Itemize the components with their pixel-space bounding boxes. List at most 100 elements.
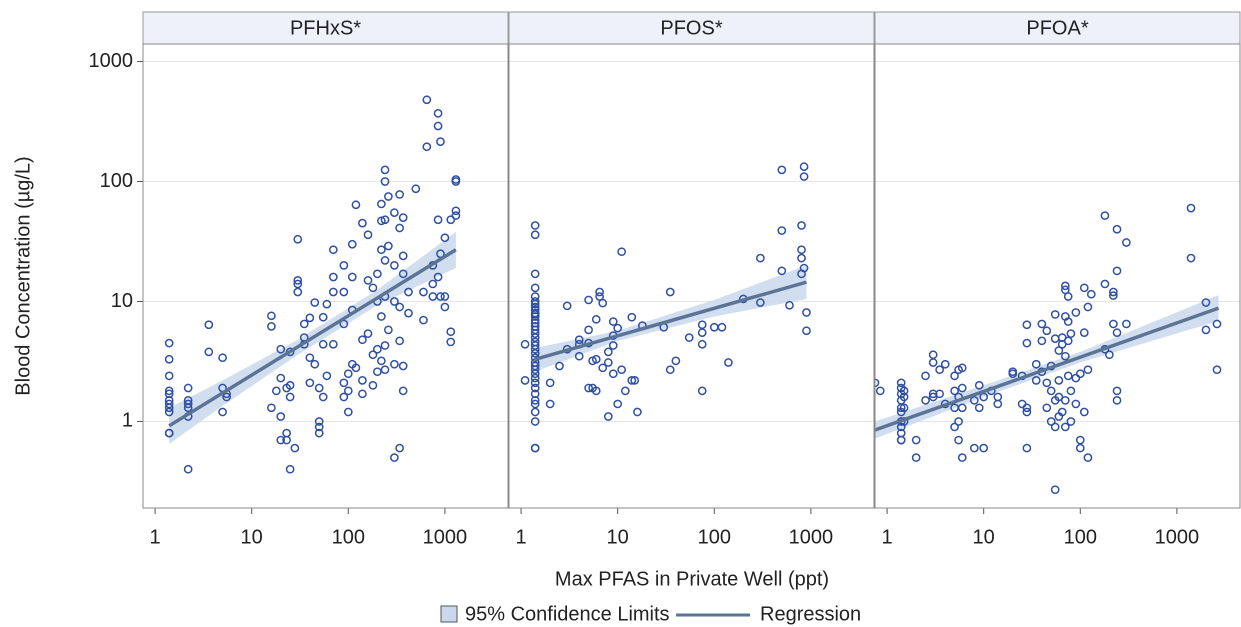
data-point bbox=[1057, 407, 1067, 417]
data-point bbox=[671, 356, 681, 366]
data-point bbox=[446, 327, 456, 337]
data-point bbox=[318, 312, 328, 322]
data-point bbox=[896, 435, 906, 445]
data-point bbox=[935, 389, 944, 399]
data-point bbox=[1186, 253, 1196, 263]
data-point bbox=[282, 435, 291, 445]
data-point bbox=[276, 412, 286, 421]
regression-line bbox=[875, 306, 1220, 432]
data-point bbox=[440, 292, 450, 301]
data-point bbox=[411, 184, 421, 194]
data-point bbox=[613, 323, 623, 333]
data-point bbox=[684, 333, 694, 342]
data-point bbox=[633, 407, 642, 417]
data-point bbox=[530, 395, 540, 405]
data-point bbox=[530, 348, 540, 358]
data-point bbox=[797, 253, 806, 263]
data-point bbox=[351, 200, 361, 210]
data-point bbox=[530, 417, 540, 426]
data-point bbox=[799, 263, 809, 273]
data-point bbox=[756, 253, 765, 263]
x-tick-label: 10 bbox=[607, 526, 629, 548]
data-point bbox=[1063, 292, 1073, 301]
data-point bbox=[339, 378, 349, 388]
y-axis-label: Blood Concentration (µg/L) bbox=[12, 156, 34, 395]
data-point bbox=[1201, 325, 1211, 335]
data-point bbox=[368, 380, 378, 390]
confidence-band bbox=[875, 295, 1219, 439]
data-point bbox=[545, 399, 555, 409]
data-point bbox=[204, 320, 214, 330]
data-point bbox=[921, 395, 930, 405]
data-point bbox=[363, 329, 373, 338]
data-point bbox=[293, 276, 303, 285]
plot-frame bbox=[142, 43, 509, 509]
data-point bbox=[1071, 308, 1081, 317]
data-point bbox=[1060, 395, 1070, 405]
data-point bbox=[574, 351, 584, 361]
data-point bbox=[267, 311, 276, 321]
regression-line bbox=[534, 280, 807, 361]
data-point bbox=[164, 354, 174, 364]
data-point bbox=[358, 218, 367, 228]
data-point bbox=[1083, 453, 1093, 462]
data-point bbox=[433, 272, 443, 282]
data-point bbox=[1075, 443, 1085, 453]
data-point bbox=[384, 241, 393, 251]
data-point bbox=[390, 297, 399, 306]
data-point bbox=[390, 208, 399, 218]
data-point bbox=[390, 359, 399, 369]
panel-title: PFHxS* bbox=[290, 17, 361, 39]
data-point bbox=[271, 386, 281, 396]
data-point bbox=[339, 261, 349, 270]
data-point bbox=[530, 443, 540, 453]
data-point bbox=[562, 301, 572, 311]
data-point bbox=[1075, 369, 1085, 379]
data-point bbox=[777, 165, 787, 175]
data-point bbox=[267, 322, 276, 331]
data-point bbox=[530, 383, 540, 393]
data-point bbox=[911, 435, 921, 445]
data-point bbox=[608, 341, 618, 350]
data-point bbox=[1122, 319, 1131, 329]
data-point bbox=[1112, 395, 1122, 405]
data-point bbox=[530, 221, 540, 230]
data-point bbox=[1075, 435, 1085, 445]
data-point bbox=[1100, 211, 1110, 220]
data-point bbox=[530, 230, 540, 240]
data-point bbox=[520, 376, 530, 385]
data-point bbox=[979, 392, 989, 402]
plot-frame bbox=[508, 43, 875, 509]
data-point bbox=[1063, 336, 1073, 346]
y-tick-label: 1 bbox=[122, 410, 133, 432]
data-point bbox=[1063, 317, 1073, 326]
data-point bbox=[419, 287, 428, 297]
data-point bbox=[584, 325, 593, 335]
plot-frame bbox=[874, 43, 1241, 509]
data-point bbox=[993, 399, 1003, 409]
plot-content bbox=[875, 203, 1222, 495]
data-point bbox=[328, 339, 338, 349]
data-point bbox=[921, 371, 930, 381]
data-point bbox=[785, 300, 794, 310]
data-point bbox=[164, 403, 174, 413]
data-point bbox=[595, 287, 604, 297]
data-point bbox=[377, 216, 386, 226]
data-point bbox=[314, 428, 324, 438]
confidence-band bbox=[535, 265, 807, 372]
data-point bbox=[390, 453, 399, 462]
data-point bbox=[398, 213, 408, 222]
data-point bbox=[164, 338, 174, 348]
data-point bbox=[1071, 399, 1081, 409]
data-point bbox=[451, 206, 461, 216]
data-point bbox=[530, 378, 540, 388]
data-point bbox=[305, 313, 315, 323]
data-point bbox=[373, 367, 382, 377]
data-point bbox=[1063, 371, 1073, 381]
data-point bbox=[697, 386, 707, 396]
data-point bbox=[1050, 422, 1060, 432]
data-point bbox=[328, 272, 338, 282]
data-point bbox=[530, 315, 540, 325]
data-point bbox=[1042, 326, 1052, 336]
